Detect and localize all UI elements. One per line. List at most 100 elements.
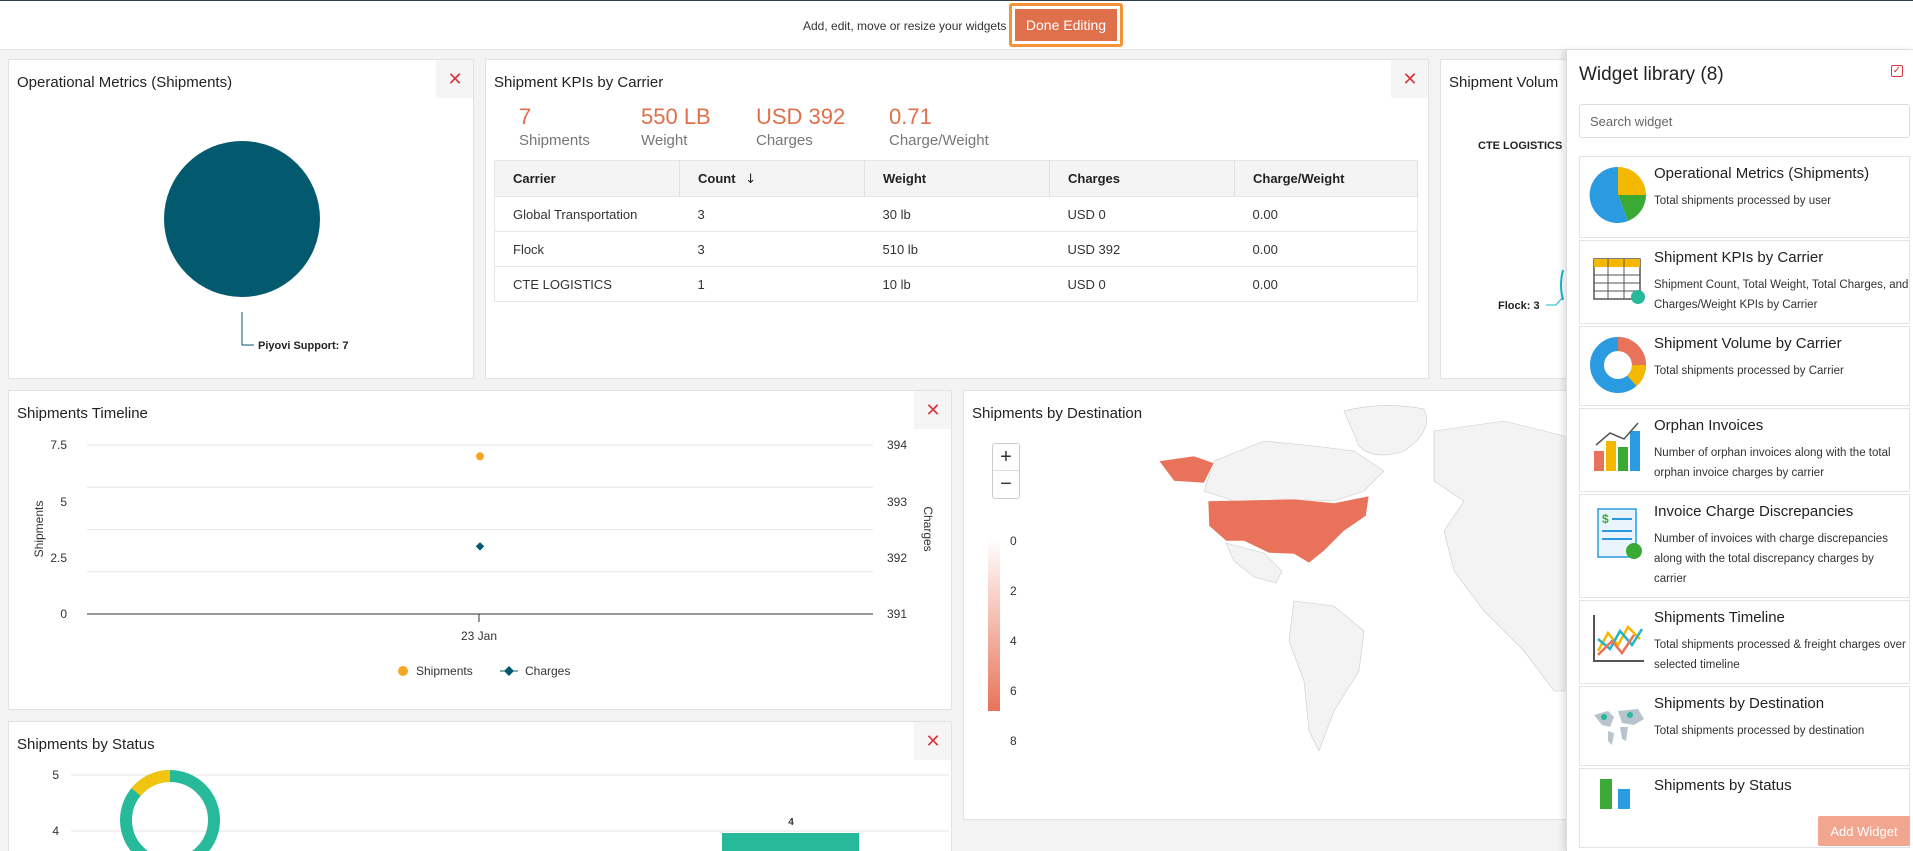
y2-tick-label: 391	[887, 607, 907, 621]
table-cell: USD 392	[1049, 231, 1235, 267]
x-tick-label: 23 Jan	[461, 629, 497, 643]
legend-shipments: Shipments	[416, 664, 473, 678]
world-map: 0 2 4 6 8	[988, 405, 1582, 752]
line-chart-icon	[1593, 615, 1644, 662]
scale-tick: 0	[1010, 534, 1017, 548]
map-alaska[interactable]	[1158, 455, 1215, 484]
map-europe-africa	[1433, 420, 1582, 692]
library-item-shipment-kpis[interactable]: Shipment KPIs by Carrier Shipment Count,…	[1579, 240, 1910, 324]
world-map-icon	[1594, 709, 1644, 745]
status-chart: 5 4 4	[52, 768, 949, 851]
column-header-count-label: Count	[698, 170, 736, 186]
library-item-desc: Total shipments processed by Carrier	[1654, 365, 1844, 377]
column-header-carrier[interactable]: Carrier	[494, 160, 680, 197]
carrier-kpi-table: Carrier Count ↓ Weight Charges Charge/We…	[494, 160, 1418, 302]
widget-library-title: Widget library (8)	[1579, 64, 1724, 85]
search-widget-input[interactable]	[1579, 104, 1910, 138]
shipments-status-widget[interactable]: Shipments by Status ✕ 5 4 4	[8, 721, 952, 851]
map-canada	[1203, 440, 1385, 502]
column-header-weight[interactable]: Weight	[864, 160, 1050, 197]
library-item-invoice-discrepancies[interactable]: $ Invoice Charge Discrepancies Number of…	[1579, 494, 1910, 598]
volume-connectors	[1546, 269, 1564, 306]
table-cell: USD 0	[1049, 266, 1235, 302]
operational-metrics-widget[interactable]: Operational Metrics (Shipments) ✕ Piyovi…	[8, 59, 474, 379]
shipment-kpis-widget[interactable]: Shipment KPIs by Carrier ✕ 7 Shipments 5…	[485, 59, 1429, 379]
table-cell: 510 lb	[864, 231, 1050, 267]
widget-title: Shipment Volum	[1449, 74, 1559, 91]
svg-text:$: $	[1602, 512, 1609, 526]
table-cell: 3	[679, 231, 865, 267]
pie-slice-label: Piyovi Support: 7	[258, 340, 348, 352]
kpi-charges: USD 392 Charges	[756, 104, 845, 149]
status-donut-segment	[131, 769, 171, 797]
close-icon[interactable]: ✕	[914, 722, 951, 760]
map-usa[interactable]	[1207, 495, 1370, 564]
close-icon[interactable]: ✕	[914, 391, 951, 429]
column-header-count[interactable]: Count ↓	[679, 160, 865, 197]
widget-title: Operational Metrics (Shipments)	[17, 74, 233, 91]
library-item-name: Operational Metrics (Shipments)	[1654, 165, 1870, 182]
shipments-point[interactable]	[476, 452, 484, 461]
map-south-america	[1288, 600, 1365, 752]
y-tick-label: 0	[60, 607, 67, 621]
kpi-charge-weight: 0.71 Charge/Weight	[889, 104, 989, 149]
y2-tick-label: 393	[887, 495, 907, 509]
table-cell: 0.00	[1234, 196, 1418, 232]
donut-label-cte: CTE LOGISTICS	[1478, 140, 1563, 152]
kpi-weight: 550 LB Weight	[641, 104, 711, 149]
kpi-shipments: 7 Shipments	[519, 104, 590, 149]
close-icon[interactable]: ✕	[436, 60, 473, 98]
edit-hint: Add, edit, move or resize your widgets	[803, 19, 1007, 33]
widget-title: Shipment KPIs by Carrier	[494, 74, 664, 91]
library-item-desc: Total shipments processed & freight char…	[1654, 639, 1906, 671]
y-tick-label: 7.5	[50, 438, 67, 452]
table-cell: 3	[679, 196, 865, 232]
timeline-chart: 7.5 5 2.5 0 394 393 392 391 23 Jan Shipm…	[32, 438, 935, 678]
checkbox-icon[interactable]: ✓	[1891, 65, 1903, 77]
pie-label-connector	[241, 312, 254, 346]
table-cell: USD 0	[1049, 196, 1235, 232]
done-editing-button[interactable]: Done Editing	[1009, 3, 1123, 47]
y2-tick-label: 394	[887, 438, 907, 452]
arrow-down-icon: ↓	[745, 171, 757, 187]
kpi-value: 0.71	[889, 104, 932, 129]
close-icon[interactable]: ✕	[1391, 60, 1428, 98]
pie-slice-piyovi-support[interactable]	[164, 141, 320, 297]
zoom-in-button[interactable]: +	[993, 444, 1019, 471]
table-cell: Flock	[494, 231, 680, 267]
library-item-name: Invoice Charge Discrepancies	[1654, 503, 1854, 520]
y-tick-label: 5	[60, 495, 67, 509]
scale-tick: 4	[1010, 634, 1017, 648]
library-item-shipments-timeline[interactable]: Shipments Timeline Total shipments proce…	[1579, 600, 1910, 684]
status-bar-label: 4	[788, 817, 794, 828]
edit-toolbar: Add, edit, move or resize your widgets D…	[0, 0, 1913, 50]
library-item-orphan-invoices[interactable]: Orphan Invoices Number of orphan invoice…	[1579, 408, 1910, 492]
library-item-desc: Number of invoices with charge discrepan…	[1654, 533, 1888, 585]
library-item-operational-metrics[interactable]: Operational Metrics (Shipments) Total sh…	[1579, 156, 1910, 238]
legend-shipments-marker	[398, 666, 408, 676]
scale-tick: 2	[1010, 584, 1017, 598]
kpi-label: Charges	[756, 132, 813, 149]
library-item-name: Shipments Timeline	[1654, 609, 1785, 626]
table-cell: 0.00	[1234, 231, 1418, 267]
status-bar	[722, 833, 859, 851]
zoom-out-button[interactable]: −	[1000, 473, 1012, 495]
invoice-icon: $	[1597, 508, 1642, 559]
column-header-charges[interactable]: Charges	[1049, 160, 1235, 197]
y-tick-label: 2.5	[50, 551, 67, 565]
library-item-shipments-destination[interactable]: Shipments by Destination Total shipments…	[1579, 686, 1910, 766]
table-row: Flock 3 510 lb USD 392 0.00	[494, 231, 1418, 267]
kpi-value: 550 LB	[641, 104, 711, 129]
legend-charges-marker	[504, 666, 514, 676]
shipments-destination-widget[interactable]: Shipments by Destination + − 0 2 4 6 8	[963, 390, 1583, 820]
column-header-charge-weight[interactable]: Charge/Weight	[1234, 160, 1418, 197]
charges-point[interactable]	[475, 542, 485, 551]
operational-pie-chart: Piyovi Support: 7	[164, 141, 348, 352]
shipments-timeline-widget[interactable]: Shipments Timeline ✕ 7.5 5 2.5 0 394 393…	[8, 390, 952, 710]
library-item-shipment-volume[interactable]: Shipment Volume by Carrier Total shipmen…	[1579, 326, 1910, 406]
table-cell: 10 lb	[864, 266, 1050, 302]
status-bar-icon	[1600, 779, 1630, 809]
map-greenland	[1343, 405, 1427, 456]
library-item-name: Shipments by Status	[1654, 777, 1792, 794]
add-widget-button[interactable]: Add Widget	[1818, 816, 1910, 846]
